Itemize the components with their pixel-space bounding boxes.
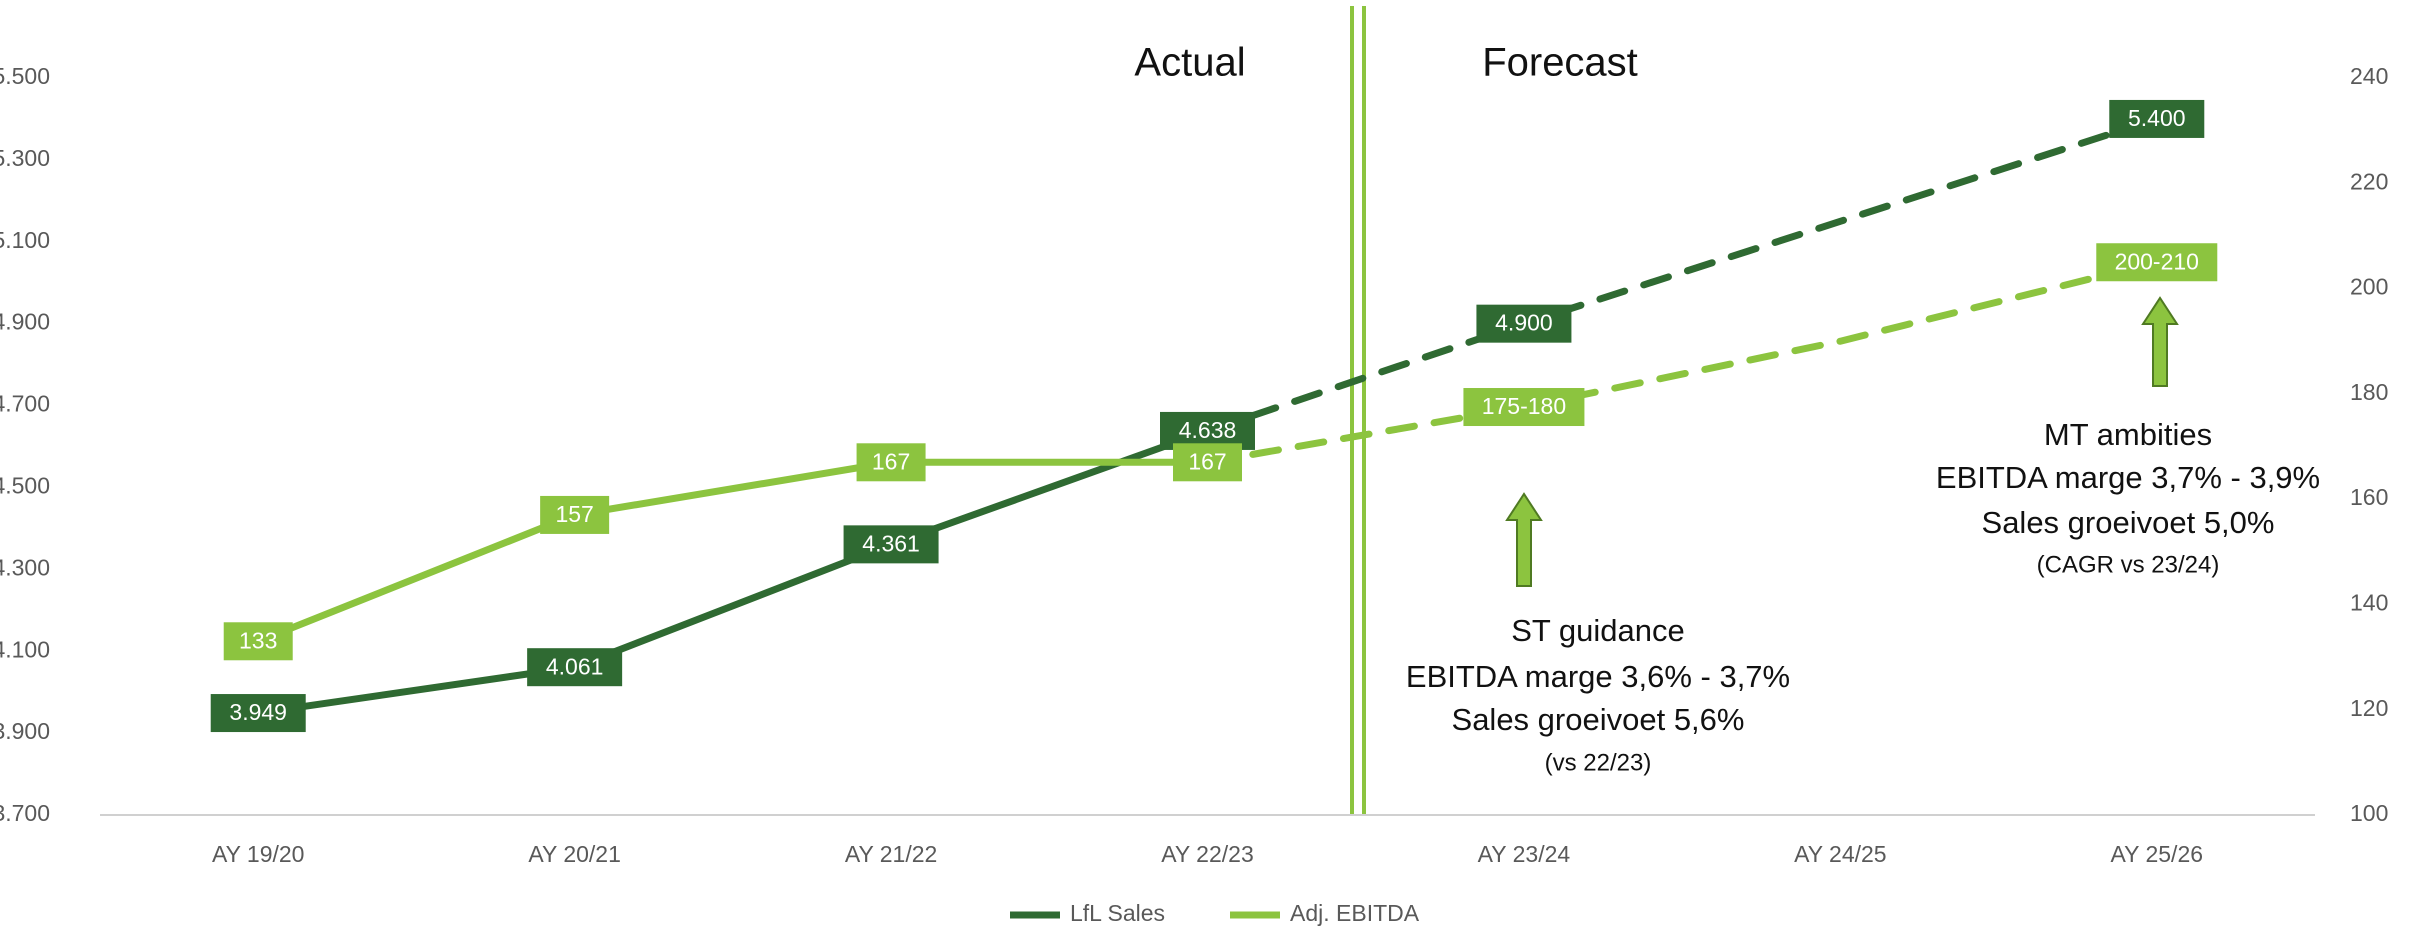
data-label-box (1476, 304, 1572, 343)
y2-tick-label: 160 (2350, 484, 2388, 510)
data-label: 157 (555, 501, 593, 527)
y-tick-label: 4.700 (0, 391, 50, 417)
annotation: Sales groeivoet 5,0% (1982, 505, 2275, 540)
series-line (254, 458, 1211, 645)
y2-tick-label: 200 (2350, 274, 2388, 300)
data-label-box (540, 495, 610, 534)
x-tick-label: AY 24/25 (1794, 841, 1887, 867)
x-tick-label: AY 25/26 (2111, 841, 2204, 867)
data-label: 4.900 (1495, 310, 1553, 336)
data-label-box (843, 525, 939, 564)
data-label: 5.400 (2128, 105, 2186, 131)
legend-label: LfL Sales (1070, 900, 1165, 926)
y-tick-label: 5.100 (0, 227, 50, 253)
y2-tick-label: 100 (2350, 800, 2388, 826)
annotation: EBITDA marge 3,7% - 3,9% (1936, 460, 2320, 495)
annotation: ST guidance (1511, 613, 1685, 648)
annotation: MT ambities (2044, 417, 2212, 452)
y-tick-label: 5.500 (0, 63, 50, 89)
y-tick-label: 3.700 (0, 800, 50, 826)
y2-tick-label: 220 (2350, 168, 2388, 194)
data-label: 133 (239, 627, 277, 653)
x-tick-label: AY 22/23 (1161, 841, 1254, 867)
actual-label: Actual (1134, 41, 1245, 85)
forecast-label: Forecast (1482, 41, 1638, 85)
data-label-box (1463, 388, 1585, 427)
y2-tick-label: 140 (2350, 590, 2388, 616)
x-tick-label: AY 21/22 (845, 841, 938, 867)
data-label: 167 (1188, 448, 1226, 474)
y-tick-label: 5.300 (0, 145, 50, 171)
series-line (1204, 258, 2161, 466)
legend-label: Adj. EBITDA (1290, 900, 1420, 926)
data-label-box (527, 648, 623, 687)
data-label-box (856, 443, 926, 482)
annotation: (CAGR vs 23/24) (2037, 551, 2220, 578)
y-tick-label: 4.500 (0, 473, 50, 499)
x-tick-label: AY 23/24 (1478, 841, 1571, 867)
data-label: 167 (872, 448, 910, 474)
series-line (1204, 115, 2161, 435)
y2-tick-label: 120 (2350, 695, 2388, 721)
y-tick-label: 3.900 (0, 718, 50, 744)
st-arrow (1505, 492, 1543, 587)
data-label-box (2109, 99, 2205, 138)
y-tick-label: 4.300 (0, 554, 50, 580)
y-tick-label: 4.100 (0, 636, 50, 662)
annotation: (vs 22/23) (1545, 749, 1652, 776)
data-label-box (223, 622, 293, 661)
x-tick-label: AY 19/20 (212, 841, 305, 867)
mt-arrow (2141, 296, 2179, 387)
data-label-box (2096, 243, 2218, 282)
data-label-box (210, 694, 306, 733)
data-label: 200-210 (2115, 248, 2199, 274)
data-label: 4.638 (1179, 417, 1237, 443)
annotation: Sales groeivoet 5,6% (1452, 702, 1745, 737)
data-label: 4.361 (862, 530, 920, 556)
data-label: 3.949 (229, 699, 287, 725)
data-label: 4.061 (546, 653, 604, 679)
data-label: 175-180 (1482, 393, 1566, 419)
y-tick-label: 4.900 (0, 309, 50, 335)
x-tick-label: AY 20/21 (528, 841, 621, 867)
y2-tick-label: 180 (2350, 379, 2388, 405)
y2-tick-label: 240 (2350, 63, 2388, 89)
series-line (254, 427, 1211, 717)
data-label-box (1173, 443, 1242, 482)
annotation: EBITDA marge 3,6% - 3,7% (1406, 659, 1790, 694)
